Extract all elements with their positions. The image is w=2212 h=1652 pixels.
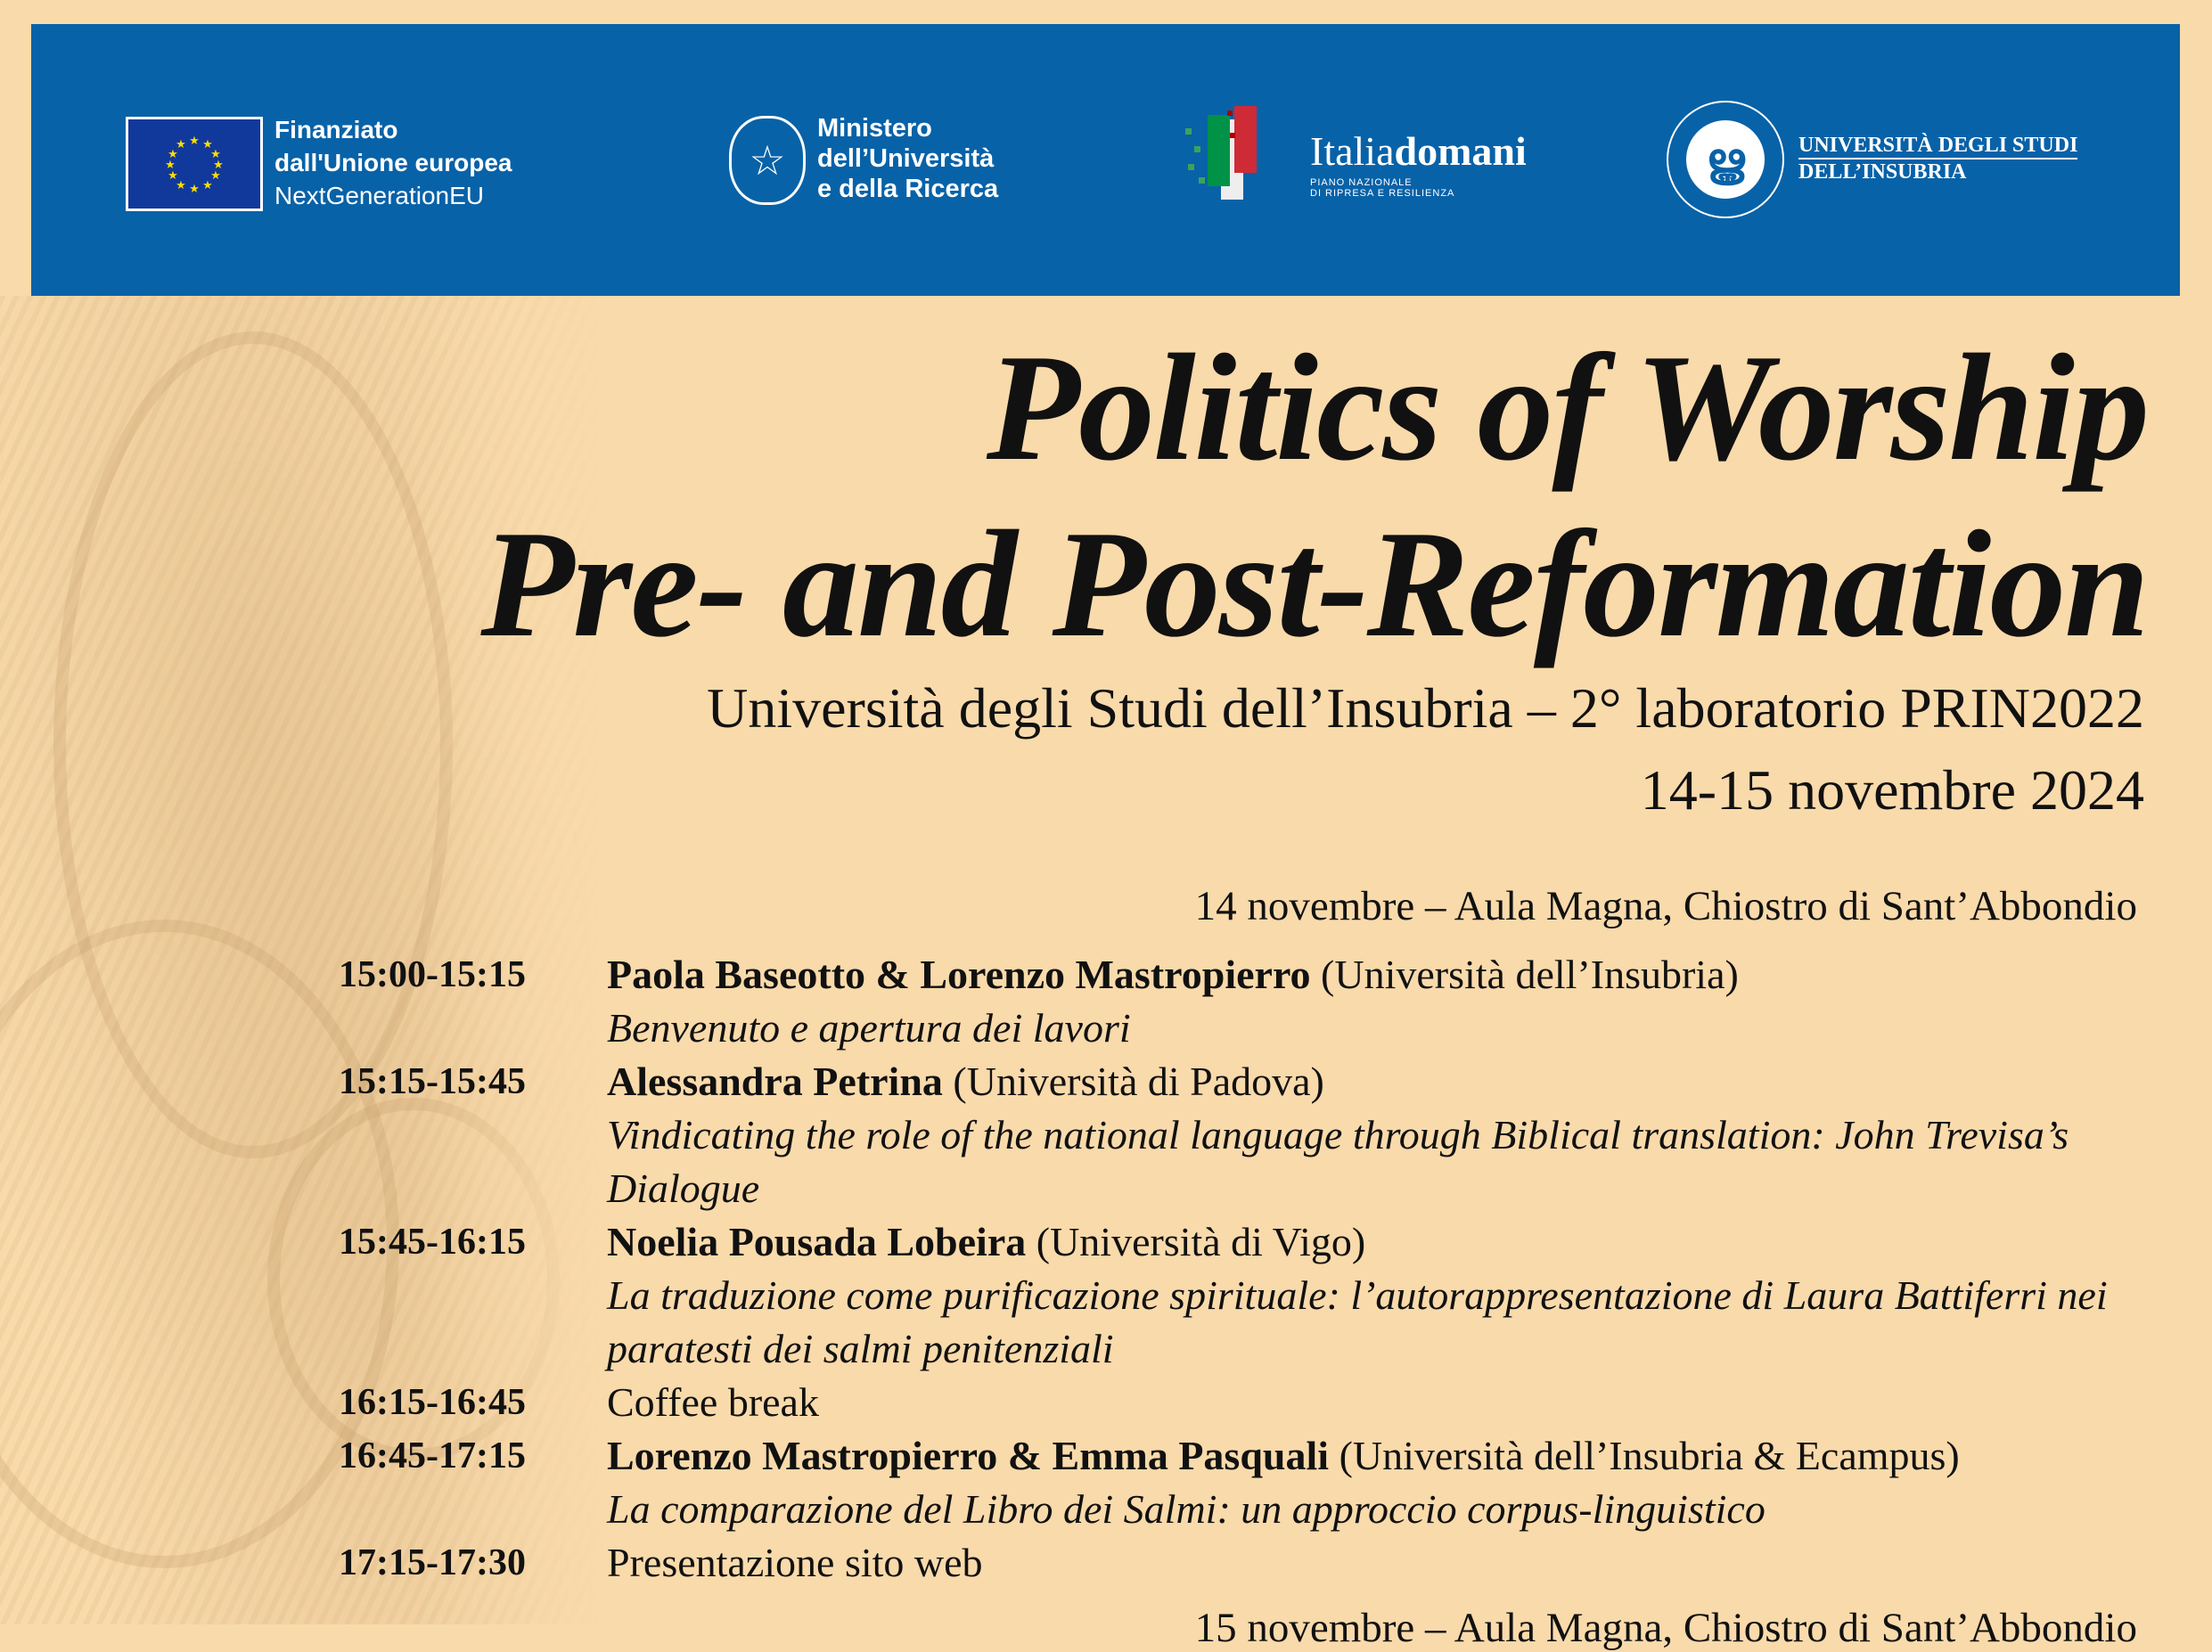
speaker-affiliation: (Università di Vigo) bbox=[1026, 1219, 1366, 1264]
speaker-affiliation: (Università dell’Insubria) bbox=[1310, 952, 1739, 997]
schedule-row: 15:15-15:45 Alessandra Petrina (Universit… bbox=[339, 1055, 2139, 1215]
eu-funding-text: Finanziato dall'Unione europea NextGener… bbox=[274, 113, 512, 212]
event-dates: 14-15 novembre 2024 bbox=[1640, 758, 2144, 822]
ministry-text: Ministero dell’Università e della Ricerc… bbox=[817, 113, 998, 204]
session-time: 15:00-15:15 bbox=[339, 954, 526, 995]
session-time: 16:45-17:15 bbox=[339, 1435, 526, 1476]
italiadomani-flag-icon bbox=[1181, 106, 1288, 209]
mur-line2: dell’Università bbox=[817, 144, 995, 173]
svg-text:★: ★ bbox=[213, 158, 224, 171]
eu-line3: NextGenerationEU bbox=[274, 182, 485, 209]
svg-text:★: ★ bbox=[189, 182, 200, 195]
session-time: 17:15-17:30 bbox=[339, 1542, 526, 1583]
talk-title: La traduzione come purificazione spiritu… bbox=[607, 1272, 2108, 1371]
ins-line1: UNIVERSITÀ DEGLI STUDI bbox=[1798, 133, 2078, 159]
speaker-names: Noelia Pousada Lobeira bbox=[607, 1219, 1027, 1264]
session-time: 15:45-16:15 bbox=[339, 1222, 526, 1263]
session-label: Presentazione sito web bbox=[607, 1540, 983, 1585]
italian-republic-emblem-icon: ☆ bbox=[729, 116, 806, 205]
mur-line3: e della Ricerca bbox=[817, 175, 999, 203]
svg-text:★: ★ bbox=[168, 147, 178, 160]
speaker-names: Lorenzo Mastropierro & Emma Pasquali bbox=[607, 1433, 1330, 1478]
speaker-names: Paola Baseotto & Lorenzo Mastropierro bbox=[607, 952, 1311, 997]
title-line1: Politics of Worship bbox=[986, 323, 2150, 493]
session-details: Coffee break bbox=[607, 1376, 2131, 1429]
svg-text:★: ★ bbox=[210, 147, 221, 160]
svg-text:★: ★ bbox=[202, 137, 213, 151]
session-details: Noelia Pousada Lobeira (Università di Vi… bbox=[607, 1215, 2131, 1376]
svg-text:★: ★ bbox=[176, 178, 186, 192]
eu-line1: Finanziato bbox=[274, 116, 398, 143]
title-line2: Pre- and Post-Reformation bbox=[480, 500, 2150, 669]
svg-text:★: ★ bbox=[168, 168, 178, 182]
schedule-row: 15:00-15:15 Paola Baseotto & Lorenzo Mast… bbox=[339, 948, 2139, 1055]
session-details: Paola Baseotto & Lorenzo Mastropierro (U… bbox=[607, 948, 2131, 1055]
day1-schedule: 15:00-15:15 Paola Baseotto & Lorenzo Mast… bbox=[339, 948, 2139, 1590]
session-details: Presentazione sito web bbox=[607, 1536, 2131, 1590]
italiadomani-text: Italiadomani PIANO NAZIONALE DI RIPRESA … bbox=[1310, 128, 1527, 200]
talk-title: Vindicating the role of the national lan… bbox=[607, 1112, 2069, 1211]
svg-text:★: ★ bbox=[165, 158, 176, 171]
itd-name-a: Italia bbox=[1310, 128, 1395, 174]
day1-heading: 14 novembre – Aula Magna, Chiostro di Sa… bbox=[1194, 883, 2137, 929]
svg-text:★: ★ bbox=[176, 137, 186, 151]
svg-text:★: ★ bbox=[189, 134, 200, 147]
session-details: Alessandra Petrina (Università di Padova… bbox=[607, 1055, 2131, 1215]
itd-sub1: PIANO NAZIONALE bbox=[1310, 177, 1413, 188]
itd-sub2: DI RIPRESA E RESILIENZA bbox=[1310, 188, 1455, 199]
mur-line1: Ministero bbox=[817, 114, 932, 143]
talk-title: Benvenuto e apertura dei lavori bbox=[607, 1005, 1131, 1051]
session-time: 16:15-16:45 bbox=[339, 1382, 526, 1423]
day2-heading: 15 novembre – Aula Magna, Chiostro di Sa… bbox=[1194, 1605, 2137, 1651]
ins-line2: DELL’INSUBRIA bbox=[1798, 160, 1967, 184]
speaker-names: Alessandra Petrina bbox=[607, 1059, 943, 1104]
session-details: Lorenzo Mastropierro & Emma Pasquali (Un… bbox=[607, 1429, 2131, 1536]
session-label: Coffee break bbox=[607, 1379, 819, 1425]
insubria-seal-icon: ൠ bbox=[1667, 101, 1784, 218]
schedule-row: 16:15-16:45 Coffee break bbox=[339, 1376, 2139, 1429]
schedule-row: 17:15-17:30 Presentazione sito web bbox=[339, 1536, 2139, 1590]
svg-text:★: ★ bbox=[210, 168, 221, 182]
speaker-affiliation: (Università dell’Insubria & Ecampus) bbox=[1329, 1433, 1960, 1478]
sponsor-banner: ★ ★ ★ ★ ★ ★ ★ ★ ★ ★ ★ ★ Finanziato dall'Unione euro… bbox=[31, 24, 2180, 296]
eu-flag-icon: ★ ★ ★ ★ ★ ★ ★ ★ ★ ★ ★ ★ bbox=[126, 117, 263, 211]
svg-text:★: ★ bbox=[202, 178, 213, 192]
speaker-affiliation: (Università di Padova) bbox=[942, 1059, 1324, 1104]
talk-title: La comparazione del Libro dei Salmi: un … bbox=[607, 1486, 1766, 1532]
eu-line2: dall'Unione europea bbox=[274, 149, 512, 176]
background-woodcut-illustration bbox=[0, 296, 606, 1624]
subtitle-line1: Università degli Studi dell’Insubria – 2… bbox=[707, 676, 2144, 740]
schedule-row: 15:45-16:15 Noelia Pousada Lobeira (Unive… bbox=[339, 1215, 2139, 1376]
itd-name-b: domani bbox=[1394, 128, 1527, 174]
insubria-text: UNIVERSITÀ DEGLI STUDI DELL’INSUBRIA bbox=[1798, 133, 2078, 184]
session-time: 15:15-15:45 bbox=[339, 1061, 526, 1102]
schedule-row: 16:45-17:15 Lorenzo Mastropierro & Emma P… bbox=[339, 1429, 2139, 1536]
